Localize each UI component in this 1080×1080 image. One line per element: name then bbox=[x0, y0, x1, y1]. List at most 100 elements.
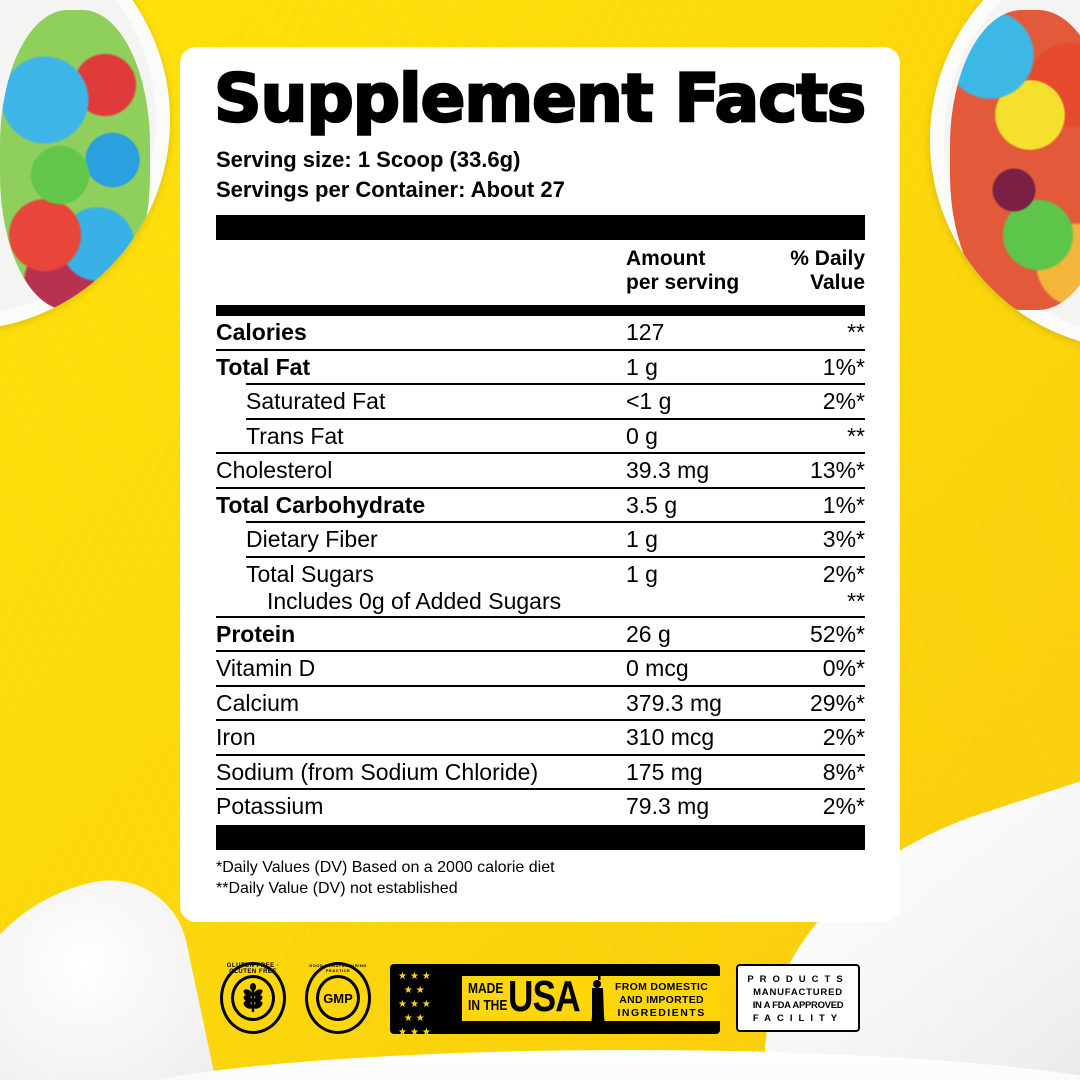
nutrient-daily-value: 2%* bbox=[822, 724, 865, 750]
made-in-the-text: MADE IN THE bbox=[468, 980, 507, 1014]
serving-info: Serving size: 1 Scoop (33.6g) Servings p… bbox=[216, 145, 565, 205]
row-divider bbox=[216, 650, 865, 652]
cereal-bowl-left-image bbox=[0, 0, 170, 330]
nutrient-name: Total Carbohydrate bbox=[216, 491, 426, 518]
supplement-facts-card: Supplement Facts Serving size: 1 Scoop (… bbox=[180, 47, 900, 922]
nutrient-amount: 26 g bbox=[626, 620, 671, 647]
nutrient-amount: 1 g bbox=[626, 353, 658, 380]
made-text: MADE bbox=[468, 980, 504, 997]
nutrient-daily-value: 13%* bbox=[810, 457, 865, 483]
fda-line2: MANUFACTURED bbox=[753, 987, 843, 998]
footnote-daily-values: *Daily Values (DV) Based on a 2000 calor… bbox=[216, 859, 555, 876]
nutrient-name: Trans Fat bbox=[246, 422, 344, 449]
nutrient-daily-value: 3%* bbox=[822, 526, 865, 552]
row-divider bbox=[216, 753, 865, 756]
gmp-label: GMP bbox=[316, 975, 360, 1021]
divider-thick-bottom bbox=[216, 825, 865, 850]
nutrient-daily-value: 2%* bbox=[822, 388, 865, 414]
row-divider bbox=[246, 555, 865, 558]
row-divider bbox=[246, 383, 865, 385]
label-title: Supplement Facts bbox=[213, 59, 868, 139]
nutrient-daily-value: ** bbox=[847, 422, 865, 449]
column-header-amount-line2: per serving bbox=[626, 271, 740, 294]
column-header-dv-line1: % Daily bbox=[790, 247, 865, 270]
table-row-trans-fat: Trans Fat 0 g ** bbox=[216, 420, 865, 454]
row-divider bbox=[216, 615, 865, 618]
stars-icon: ★★★ ★★ ★★★ ★★ ★★★ bbox=[398, 971, 434, 1034]
nutrient-name: Calcium bbox=[216, 689, 300, 716]
nutrient-daily-value: 2%* bbox=[822, 560, 865, 587]
column-header-amount: Amount per serving bbox=[626, 247, 739, 295]
from-domestic-line1: FROM DOMESTIC bbox=[615, 981, 709, 993]
table-row-calories: Calories 127 ** bbox=[216, 316, 865, 351]
nutrient-amount: 379.3 mg bbox=[626, 689, 722, 716]
from-domestic-line2: AND IMPORTED bbox=[619, 994, 704, 1006]
nutrient-name: Protein bbox=[216, 620, 296, 647]
footnote-not-established: **Daily Value (DV) not established bbox=[216, 880, 458, 897]
row-divider bbox=[216, 788, 865, 790]
table-row-protein: Protein 26 g 52%* bbox=[216, 618, 865, 652]
nutrient-name: Calories bbox=[216, 319, 307, 345]
wheat-icon bbox=[231, 975, 275, 1021]
nutrient-name: Vitamin D bbox=[216, 655, 316, 681]
nutrient-amount: 310 mcg bbox=[626, 724, 715, 750]
nutrient-daily-value: 0%* bbox=[822, 655, 865, 681]
nutrient-amount: 1 g bbox=[626, 560, 658, 587]
table-row-total-sugars: Total Sugars 1 g 2%* Includes 0g of Adde… bbox=[216, 558, 865, 618]
servings-per-container: Servings per Container: About 27 bbox=[216, 177, 565, 202]
row-divider bbox=[216, 719, 865, 721]
nutrient-amount: <1 g bbox=[626, 388, 672, 414]
table-row-potassium: Potassium 79.3 mg 2%* bbox=[216, 790, 865, 825]
nutrient-daily-value: 1%* bbox=[822, 491, 865, 518]
table-row-saturated-fat: Saturated Fat <1 g 2%* bbox=[216, 385, 865, 420]
nutrient-daily-value: 1%* bbox=[822, 353, 865, 380]
nutrient-daily-value: 29%* bbox=[810, 689, 865, 716]
table-row-iron: Iron 310 mcg 2%* bbox=[216, 721, 865, 756]
fda-approved-facility-badge: PRODUCTS MANUFACTURED IN A FDA APPROVED … bbox=[736, 964, 860, 1032]
gluten-free-ring-text: GLUTEN FREE · GLUTEN FREE bbox=[226, 963, 280, 975]
table-row-total-carbohydrate: Total Carbohydrate 3.5 g 1%* bbox=[216, 489, 865, 523]
row-divider bbox=[216, 348, 865, 351]
table-row-cholesterol: Cholesterol 39.3 mg 13%* bbox=[216, 454, 865, 489]
nutrient-amount: 79.3 mg bbox=[626, 793, 710, 819]
gmp-badge: GOOD MANUFACTURING PRACTICE GMP bbox=[305, 962, 371, 1034]
nutrient-name: Saturated Fat bbox=[246, 388, 386, 414]
usa-text: USA bbox=[508, 972, 581, 1021]
nutrient-name: Dietary Fiber bbox=[246, 526, 378, 552]
fda-line3: IN A FDA APPROVED bbox=[752, 1000, 844, 1011]
table-row-vitamin-d: Vitamin D 0 mcg 0%* bbox=[216, 652, 865, 687]
nutrient-amount: 127 bbox=[626, 319, 665, 345]
table-row-calcium: Calcium 379.3 mg 29%* bbox=[216, 687, 865, 721]
nutrient-daily-value: 2%* bbox=[822, 793, 865, 819]
row-divider bbox=[246, 417, 865, 420]
table-row-dietary-fiber: Dietary Fiber 1 g 3%* bbox=[216, 523, 865, 558]
nutrient-amount: 1 g bbox=[626, 526, 658, 552]
column-header-daily-value: % Daily Value bbox=[790, 247, 865, 295]
badge-stripe bbox=[462, 976, 720, 1021]
nutrient-amount: 39.3 mg bbox=[626, 457, 710, 483]
nutrient-amount: 175 mg bbox=[626, 758, 703, 785]
table-row-sodium: Sodium (from Sodium Chloride) 175 mg 8%* bbox=[216, 756, 865, 790]
row-divider bbox=[216, 684, 865, 687]
fda-line1: PRODUCTS bbox=[747, 974, 849, 985]
added-sugars-name: Includes 0g of Added Sugars bbox=[267, 587, 562, 614]
nutrient-daily-value: 8%* bbox=[822, 758, 865, 785]
from-domestic-text: FROM DOMESTIC AND IMPORTED INGREDIENTS bbox=[615, 981, 708, 1020]
nutrient-daily-value: ** bbox=[847, 319, 865, 345]
footnotes: *Daily Values (DV) Based on a 2000 calor… bbox=[216, 857, 555, 899]
table-row-total-fat: Total Fat 1 g 1%* bbox=[216, 351, 865, 385]
in-the-text: IN THE bbox=[468, 997, 508, 1014]
serving-size: Serving size: 1 Scoop (33.6g) bbox=[216, 147, 521, 172]
row-divider bbox=[216, 452, 865, 454]
nutrient-name: Total Sugars bbox=[246, 560, 374, 587]
column-header-amount-line1: Amount bbox=[626, 247, 706, 270]
gluten-free-badge: GLUTEN FREE · GLUTEN FREE bbox=[220, 962, 286, 1034]
gmp-ring-text: GOOD MANUFACTURING PRACTICE bbox=[309, 963, 367, 973]
nutrient-table: Calories 127 ** Total Fat 1 g 1%* Satura… bbox=[216, 316, 865, 825]
nutrient-name: Iron bbox=[216, 724, 256, 750]
nutrient-amount: 0 mcg bbox=[626, 655, 689, 681]
statue-of-liberty-icon bbox=[590, 966, 606, 1034]
divider-medium bbox=[216, 305, 865, 316]
nutrient-amount: 0 g bbox=[626, 422, 658, 449]
added-sugars-daily-value: ** bbox=[847, 587, 865, 614]
